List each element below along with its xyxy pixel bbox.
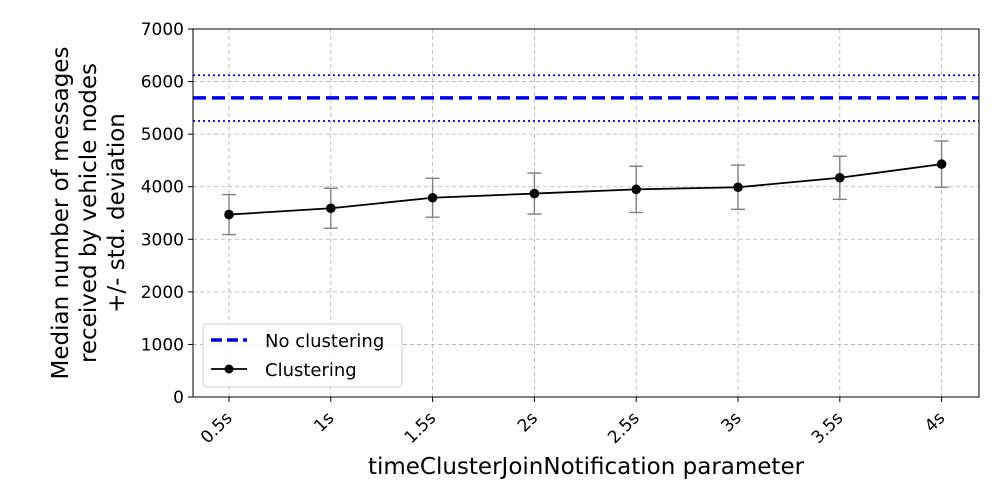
y-axis-title-line-2: received by vehicle nodes	[76, 63, 102, 363]
y-tick-label: 2000	[141, 283, 184, 303]
y-axis-title-line-3: +/- std. deviation	[104, 113, 130, 313]
plot-frame	[192, 28, 980, 398]
y-tick-label: 1000	[141, 335, 184, 355]
y-tick-label: 7000	[141, 20, 184, 40]
x-tick-label: 4s	[921, 408, 949, 436]
legend-clustering-marker	[224, 364, 234, 374]
legend-clustering-label: Clustering	[265, 360, 357, 381]
clustering-point	[427, 192, 438, 203]
clustering-point	[631, 184, 641, 195]
clustering-point	[224, 209, 234, 220]
y-tick-label: 4000	[141, 178, 184, 198]
x-tick-label: 3.5s	[808, 408, 848, 448]
legend: No clustering Clustering	[202, 323, 403, 388]
x-tick-label: 1.5s	[401, 408, 441, 448]
x-tick-label: 0.5s	[197, 408, 237, 448]
clustering-point	[529, 188, 540, 199]
clustering-point	[936, 159, 947, 169]
legend-no-clustering-label: No clustering	[265, 331, 384, 352]
clustering-line	[228, 163, 942, 216]
series-layer	[193, 74, 979, 236]
x-tick-label: 3s	[717, 408, 745, 436]
legend-box	[202, 323, 403, 388]
y-tick-label: 5000	[141, 125, 184, 145]
y-tick-label: 0	[173, 388, 184, 408]
clustering-point	[733, 182, 743, 193]
x-tick-label: 2s	[514, 408, 542, 436]
y-axis-title-line-1: Median number of messages	[48, 47, 74, 380]
clustering-point	[835, 172, 845, 183]
x-tick-label: 2.5s	[604, 408, 644, 448]
x-axis-title: timeClusterJoinNotification parameter	[368, 454, 805, 480]
clustering-point	[326, 203, 336, 214]
y-tick-label: 3000	[141, 230, 184, 250]
x-tick-label: 1s	[310, 408, 338, 436]
y-tick-label: 6000	[141, 73, 184, 93]
